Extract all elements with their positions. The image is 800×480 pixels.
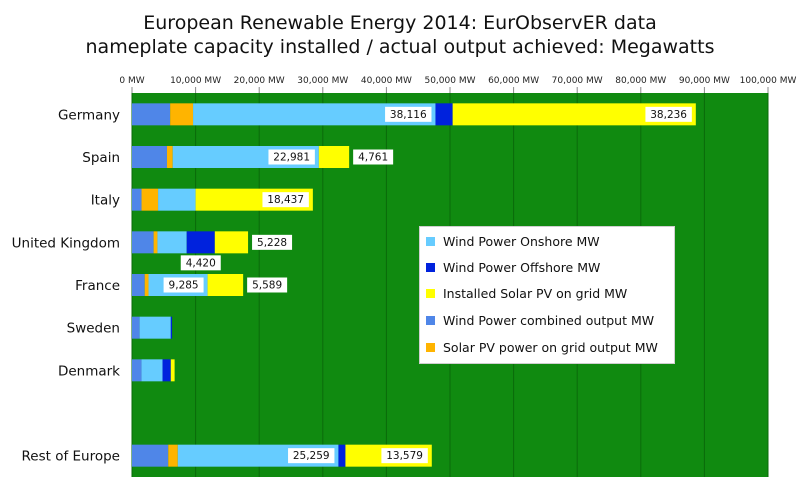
x-tick-label: 20,000 MW: [234, 76, 285, 86]
bar-segment: [452, 103, 696, 126]
data-label: 38,116: [390, 109, 427, 121]
bar-segment: [158, 188, 196, 211]
data-label-box: [353, 149, 394, 165]
category-label: Spain: [82, 150, 120, 166]
data-label-box: [381, 448, 428, 464]
data-label: 13,579: [386, 450, 423, 462]
data-label: 5,589: [252, 280, 282, 292]
bar-segment: [132, 188, 142, 211]
x-tick-label: 40,000 MW: [361, 76, 412, 86]
bar-segment: [144, 274, 149, 296]
bar-segment: [170, 103, 194, 126]
bar-segment: [168, 444, 178, 467]
x-tick-label: 30,000 MW: [297, 76, 348, 86]
data-label-box: [252, 234, 293, 250]
bar-segment: [162, 359, 171, 382]
data-label-box: [385, 106, 432, 122]
legend-swatch: [426, 342, 435, 352]
data-label: 22,981: [273, 152, 310, 164]
legend-item-wind-offshore: Wind Power Offshore MW: [426, 257, 600, 277]
data-label-box: [268, 149, 315, 165]
bar-segment: [214, 231, 249, 254]
category-label: France: [75, 278, 120, 294]
legend-item-wind-onshore: Wind Power Onshore MW: [426, 231, 600, 251]
bar-segment: [166, 146, 173, 168]
data-label: 18,437: [267, 194, 304, 206]
legend-item-wind-output: Wind Power combined output MW: [426, 310, 654, 330]
chart-title-line-1: European Renewable Energy 2014: EurObser…: [143, 12, 657, 34]
bar-segment: [153, 231, 158, 254]
data-label-box: [247, 277, 288, 293]
bar-segment: [170, 316, 173, 339]
data-label-box: [163, 277, 204, 293]
data-label: 9,285: [169, 280, 199, 292]
legend-label: Wind Power combined output MW: [443, 312, 655, 328]
legend-label: Wind Power Onshore MW: [443, 233, 600, 249]
bar-segment: [139, 316, 171, 339]
bar-segment: [170, 359, 175, 382]
category-label: Sweden: [67, 321, 120, 337]
category-label: Denmark: [58, 363, 120, 379]
legend-swatch: [426, 262, 435, 272]
x-tick-label: 0 MW: [119, 76, 144, 86]
data-label: 5,228: [257, 237, 287, 249]
x-tick-label: 50,000 MW: [424, 76, 475, 86]
bar-segment: [132, 359, 142, 382]
data-label-box: [262, 192, 309, 208]
data-label: 38,236: [650, 109, 687, 121]
legend-swatch: [426, 288, 435, 298]
data-label-box: [645, 106, 692, 122]
bar-segment: [141, 359, 163, 382]
bar-segment: [318, 146, 350, 168]
data-label: 4,420: [186, 257, 216, 269]
legend-swatch: [426, 236, 435, 246]
data-label: 4,761: [358, 152, 388, 164]
bar-segment: [132, 444, 169, 467]
bar-segment: [132, 231, 154, 254]
bar-segment: [193, 103, 436, 126]
bar-segment: [132, 103, 171, 126]
legend-item-solar-installed: Installed Solar PV on grid MW: [426, 283, 627, 303]
legend-label: Solar PV power on grid output MW: [443, 339, 658, 355]
bar-segment: [141, 188, 159, 211]
data-label-box: [180, 255, 221, 271]
data-label: 25,259: [293, 450, 330, 462]
legend-item-solar-output: Solar PV power on grid output MW: [426, 337, 658, 357]
chart-legend: Wind Power Onshore MW Wind Power Offshor…: [419, 226, 675, 364]
bar-segment: [132, 274, 145, 296]
x-tick-label: 80,000 MW: [615, 76, 666, 86]
x-tick-label: 10,000 MW: [170, 76, 221, 86]
x-tick-label: 90,000 MW: [679, 76, 730, 86]
chart-title-line-2: nameplate capacity installed / actual ou…: [85, 36, 715, 58]
category-label: Rest of Europe: [22, 449, 120, 465]
bar-segment: [338, 444, 346, 467]
bar-segment: [157, 231, 187, 254]
legend-label: Installed Solar PV on grid MW: [443, 285, 628, 301]
category-label: Germany: [58, 107, 120, 123]
category-label: Italy: [91, 193, 120, 209]
legend-label: Wind Power Offshore MW: [443, 259, 601, 275]
bar-segment: [435, 103, 453, 126]
bar-segment: [186, 231, 215, 254]
legend-swatch: [426, 315, 435, 325]
bar-segment: [132, 316, 140, 339]
x-tick-label: 60,000 MW: [488, 76, 539, 86]
data-label-box: [288, 448, 335, 464]
x-tick-label: 70,000 MW: [552, 76, 603, 86]
bar-segment: [207, 274, 244, 296]
bar-segment: [132, 146, 167, 168]
category-label: United Kingdom: [12, 235, 120, 251]
x-tick-label: 100,000 MW: [740, 76, 797, 86]
